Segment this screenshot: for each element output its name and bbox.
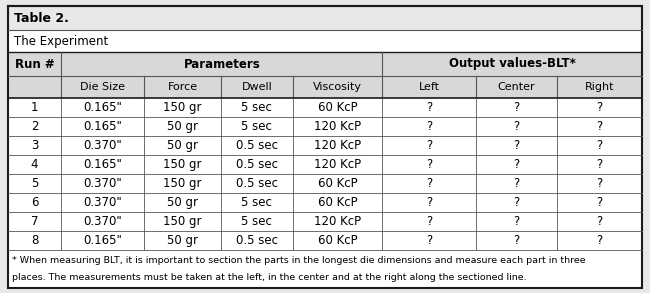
- Text: ?: ?: [596, 120, 603, 133]
- Text: 60 KcP: 60 KcP: [318, 196, 358, 209]
- Text: 120 KcP: 120 KcP: [314, 120, 361, 133]
- Text: ?: ?: [514, 215, 519, 228]
- Bar: [8, 6, 642, 30]
- Text: ?: ?: [426, 158, 432, 171]
- Text: 0.370": 0.370": [83, 177, 122, 190]
- Text: 150 gr: 150 gr: [163, 158, 202, 171]
- Bar: [8, 174, 642, 193]
- Text: 3: 3: [31, 139, 38, 152]
- Text: Parameters: Parameters: [183, 57, 260, 71]
- Text: ?: ?: [514, 177, 519, 190]
- Text: 5 sec: 5 sec: [242, 120, 272, 133]
- Text: 1: 1: [31, 101, 38, 114]
- Text: ?: ?: [426, 139, 432, 152]
- Text: ?: ?: [426, 196, 432, 209]
- Text: 50 gr: 50 gr: [167, 120, 198, 133]
- Bar: [8, 212, 642, 231]
- Text: 0.370": 0.370": [83, 139, 122, 152]
- Text: Viscosity: Viscosity: [313, 82, 362, 92]
- Text: 2: 2: [31, 120, 38, 133]
- Text: ?: ?: [514, 158, 519, 171]
- Bar: [8, 136, 642, 155]
- Text: ?: ?: [426, 120, 432, 133]
- Text: Center: Center: [498, 82, 536, 92]
- Text: 0.5 sec: 0.5 sec: [236, 234, 278, 247]
- Text: 50 gr: 50 gr: [167, 196, 198, 209]
- Text: 5 sec: 5 sec: [242, 196, 272, 209]
- Text: ?: ?: [596, 234, 603, 247]
- Text: ?: ?: [514, 234, 519, 247]
- Text: Die Size: Die Size: [80, 82, 125, 92]
- Text: ?: ?: [596, 215, 603, 228]
- Text: ?: ?: [596, 196, 603, 209]
- Text: 0.165": 0.165": [83, 158, 122, 171]
- Text: 0.165": 0.165": [83, 120, 122, 133]
- Text: 0.5 sec: 0.5 sec: [236, 139, 278, 152]
- Bar: [8, 117, 642, 136]
- Text: 0.5 sec: 0.5 sec: [236, 158, 278, 171]
- Bar: [8, 250, 642, 288]
- Text: 120 KcP: 120 KcP: [314, 158, 361, 171]
- Bar: [8, 76, 642, 98]
- Text: 50 gr: 50 gr: [167, 139, 198, 152]
- Text: 6: 6: [31, 196, 38, 209]
- Text: 50 gr: 50 gr: [167, 234, 198, 247]
- Text: 7: 7: [31, 215, 38, 228]
- Text: 5 sec: 5 sec: [242, 215, 272, 228]
- Text: 0.165": 0.165": [83, 101, 122, 114]
- Text: Left: Left: [419, 82, 440, 92]
- Bar: [8, 193, 642, 212]
- Text: ?: ?: [426, 177, 432, 190]
- Text: ?: ?: [426, 215, 432, 228]
- Text: places. The measurements must be taken at the left, in the center and at the rig: places. The measurements must be taken a…: [12, 273, 527, 282]
- Text: ?: ?: [596, 158, 603, 171]
- Text: 150 gr: 150 gr: [163, 101, 202, 114]
- Text: Force: Force: [168, 82, 198, 92]
- Text: 120 KcP: 120 KcP: [314, 215, 361, 228]
- Text: 5: 5: [31, 177, 38, 190]
- Bar: [8, 98, 642, 117]
- Text: 4: 4: [31, 158, 38, 171]
- Text: 0.165": 0.165": [83, 234, 122, 247]
- Bar: [8, 155, 642, 174]
- Text: 5 sec: 5 sec: [242, 101, 272, 114]
- Text: 60 KcP: 60 KcP: [318, 234, 358, 247]
- Text: Output values-BLT*: Output values-BLT*: [448, 57, 576, 71]
- Bar: [8, 52, 642, 76]
- Text: 150 gr: 150 gr: [163, 215, 202, 228]
- Text: ?: ?: [596, 139, 603, 152]
- Text: 0.370": 0.370": [83, 196, 122, 209]
- Text: ?: ?: [426, 101, 432, 114]
- Text: ?: ?: [514, 101, 519, 114]
- Text: ?: ?: [514, 139, 519, 152]
- Text: ?: ?: [514, 196, 519, 209]
- Text: 60 KcP: 60 KcP: [318, 177, 358, 190]
- Text: 0.5 sec: 0.5 sec: [236, 177, 278, 190]
- Text: Run #: Run #: [15, 57, 55, 71]
- Text: ?: ?: [426, 234, 432, 247]
- Text: ?: ?: [514, 120, 519, 133]
- Bar: [8, 231, 642, 250]
- Text: Right: Right: [585, 82, 614, 92]
- Text: ?: ?: [596, 101, 603, 114]
- Text: 150 gr: 150 gr: [163, 177, 202, 190]
- Bar: [8, 30, 642, 52]
- Text: ?: ?: [596, 177, 603, 190]
- Text: 0.370": 0.370": [83, 215, 122, 228]
- Text: * When measuring BLT, it is important to section the parts in the longest die di: * When measuring BLT, it is important to…: [12, 256, 586, 265]
- Text: 60 KcP: 60 KcP: [318, 101, 358, 114]
- Text: The Experiment: The Experiment: [14, 35, 109, 47]
- Text: Table 2.: Table 2.: [14, 11, 69, 25]
- Text: 8: 8: [31, 234, 38, 247]
- Text: 120 KcP: 120 KcP: [314, 139, 361, 152]
- Text: Dwell: Dwell: [242, 82, 272, 92]
